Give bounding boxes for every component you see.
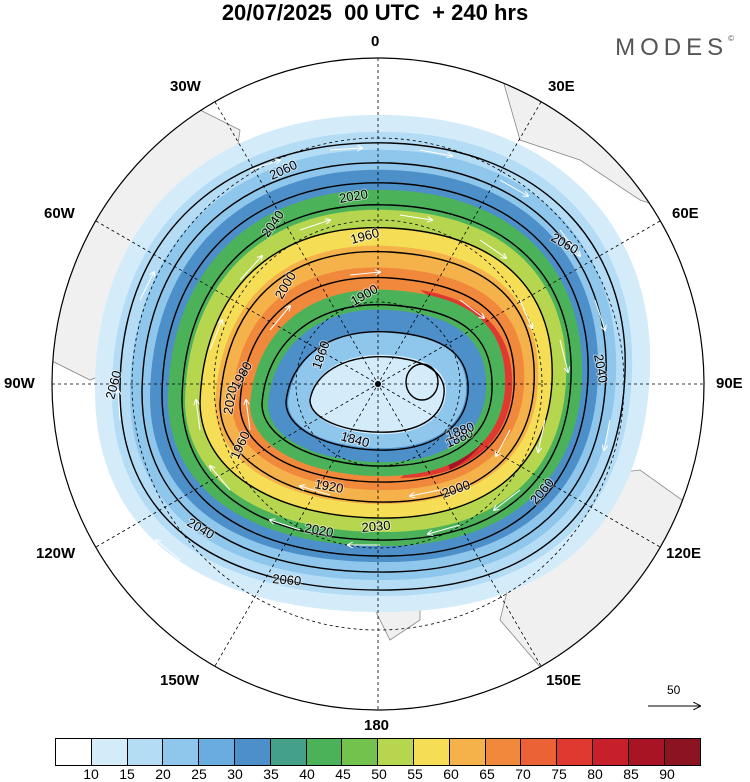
colorbar-swatch [664, 739, 701, 765]
lon-label-150e: 150E [546, 672, 582, 689]
contour-label: 2040 [591, 353, 611, 384]
colorbar-tick-label: 50 [371, 766, 387, 782]
colorbar-swatch [449, 739, 486, 765]
colorbar-tick-label: 70 [515, 766, 531, 782]
contour-label: 2020 [338, 186, 369, 206]
colorbar-tick-label: 75 [551, 766, 567, 782]
colorbar [55, 738, 702, 766]
colorbar-swatch [91, 739, 128, 765]
brand-name: MODES [615, 34, 729, 61]
lon-label-90w: 90W [4, 375, 35, 392]
lon-label-120e: 120E [666, 545, 702, 562]
colorbar-tick-label: 55 [407, 766, 423, 782]
colorbar-tick-label: 30 [227, 766, 243, 782]
colorbar-tick-label: 20 [155, 766, 171, 782]
colorbar-swatch [378, 739, 414, 765]
colorbar-swatch [127, 739, 164, 765]
colorbar-swatch [163, 739, 200, 765]
contour-label: 2020 [220, 384, 240, 415]
north-pole-marker [375, 381, 381, 387]
contour-label: 2030 [361, 518, 391, 535]
lon-label-180: 180 [364, 717, 390, 734]
colorbar-tick-label: 40 [299, 766, 315, 782]
colorbar-swatch [413, 739, 450, 765]
colorbar-swatch [270, 739, 307, 765]
map-title: 20/07/2025 00 UTC + 240 hrs [221, 0, 529, 25]
colorbar-swatch [342, 739, 379, 765]
copyright-mark: © [728, 34, 734, 43]
brand-logo: MODES© [615, 34, 734, 62]
wind-scale-value: 50 [667, 683, 681, 697]
colorbar-swatch [557, 739, 593, 765]
contour-label: 2020 [303, 520, 334, 540]
colorbar-swatch [56, 739, 92, 765]
colorbar-tick-label: 65 [479, 766, 495, 782]
colorbar-swatch [521, 739, 558, 765]
lon-label-0: 0 [371, 33, 380, 50]
colorbar-swatch [628, 739, 665, 765]
colorbar-tick-label: 45 [335, 766, 351, 782]
colorbar-tick-label: 85 [623, 766, 639, 782]
colorbar-tick-label: 80 [587, 766, 603, 782]
lon-label-90e: 90E [716, 375, 743, 392]
colorbar-swatch [592, 739, 629, 765]
lon-label-60e: 60E [672, 205, 699, 222]
contour-label: 1920 [313, 476, 344, 496]
colorbar-swatch [485, 739, 522, 765]
contour-label: 1960 [349, 225, 381, 247]
colorbar-tick-label: 15 [119, 766, 135, 782]
colorbar-tick-label: 60 [443, 766, 459, 782]
lon-label-30w: 30W [170, 78, 201, 95]
lon-label-60w: 60W [44, 205, 75, 222]
colorbar-tick-label: 10 [83, 766, 99, 782]
colorbar-swatch [199, 739, 235, 765]
map-boundary [51, 57, 705, 711]
lon-label-120w: 120W [36, 545, 76, 562]
colorbar-swatch [234, 739, 271, 765]
contour-label: 2060 [272, 571, 302, 588]
lon-label-30e: 30E [548, 78, 575, 95]
colorbar-ticks: 10 15 20 25 30 35 40 45 50 55 60 65 70 75 80 85 90 [55, 766, 750, 782]
colorbar-swatch [306, 739, 343, 765]
lon-label-150w: 150W [160, 672, 200, 689]
colorbar-tick-label: 90 [659, 766, 675, 782]
wind-vectors [118, 148, 611, 561]
wind-speed-shading [95, 114, 651, 613]
height-contours [119, 142, 626, 591]
colorbar-tick-label: 25 [191, 766, 207, 782]
colorbar-tick-label: 35 [263, 766, 279, 782]
